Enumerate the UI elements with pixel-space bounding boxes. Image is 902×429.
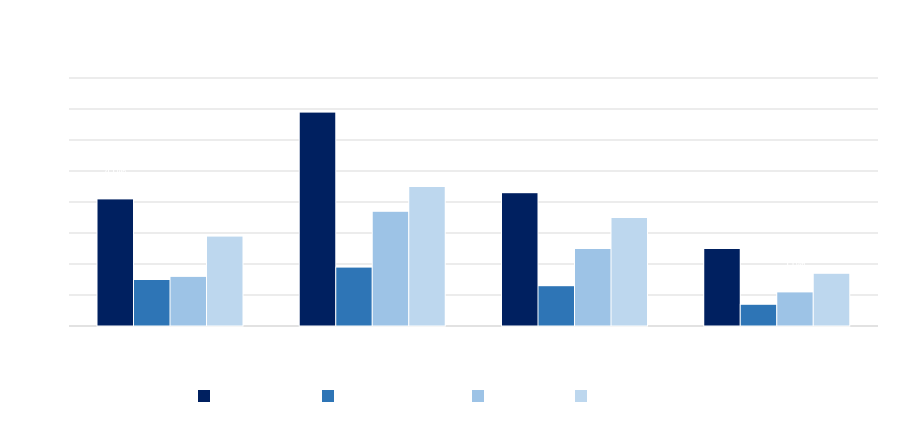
bar — [298, 111, 337, 327]
bar — [371, 210, 410, 327]
data-label: 45% — [416, 154, 438, 166]
legend-swatch — [472, 390, 484, 402]
data-label: 16% — [177, 243, 199, 255]
bar — [537, 285, 575, 327]
legend-swatch — [198, 390, 210, 402]
data-label: 11% — [784, 259, 805, 271]
bar — [812, 272, 851, 327]
bar — [610, 217, 648, 327]
data-label: 19% — [343, 234, 365, 246]
data-label: 25% — [582, 216, 604, 228]
bar — [169, 275, 207, 327]
data-label: 15% — [141, 247, 163, 259]
bar — [335, 266, 373, 327]
data-label: 17% — [820, 240, 842, 252]
data-label: 7% — [751, 271, 767, 283]
data-label: 41% — [104, 166, 126, 178]
bar — [408, 186, 446, 327]
bar — [96, 198, 134, 327]
data-label: 37% — [379, 178, 401, 190]
bar — [501, 192, 539, 327]
data-label: 13% — [545, 253, 567, 265]
data-label: 43% — [509, 160, 531, 172]
data-label: 35% — [618, 185, 640, 197]
bar — [703, 248, 741, 327]
bar — [206, 235, 244, 327]
data-label: 29% — [214, 203, 236, 215]
legend-swatch — [322, 390, 334, 402]
data-label: 69% — [306, 79, 328, 91]
data-label: 25% — [711, 216, 733, 228]
bar — [574, 248, 612, 327]
legend-swatch — [575, 390, 587, 402]
bar — [776, 291, 814, 327]
bar — [133, 279, 171, 327]
bar — [739, 303, 778, 327]
legend — [0, 388, 902, 404]
